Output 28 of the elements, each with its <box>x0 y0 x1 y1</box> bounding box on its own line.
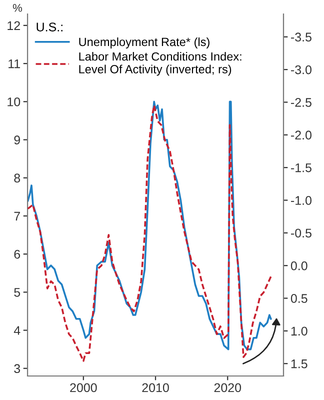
legend-label: Unemployment Rate* (ls) <box>79 37 210 48</box>
legend-title: U.S.: <box>36 22 62 32</box>
y2-tick-label: -1.0 <box>291 196 312 205</box>
y-axis-title: % <box>12 4 22 12</box>
y-tick-label: 9 <box>14 136 20 144</box>
x-tick-label: 2010 <box>142 383 169 392</box>
y-tick-label: 3 <box>14 364 20 374</box>
y2-tick-label: -3.0 <box>291 65 312 74</box>
y2-tick-label: 0.5 <box>290 294 308 303</box>
x-tick-label: 2000 <box>70 383 97 392</box>
y-tick-label: 8 <box>14 174 20 183</box>
y-tick-label: 4 <box>14 326 20 335</box>
y2-tick-label: -2.5 <box>291 98 312 107</box>
y2-tick-label: -0.5 <box>291 228 312 238</box>
legend-label: Labor Market Conditions Index: Level Of Activity (inverted; rs) <box>79 52 242 76</box>
y2-tick-label: 0.0 <box>290 261 308 270</box>
x-tick-label: 2020 <box>214 383 242 392</box>
y-tick-label: 12 <box>8 21 20 30</box>
y2-tick-label: 1.5 <box>291 360 308 368</box>
y-tick-label: 7 <box>14 212 20 220</box>
y2-tick-label: -1.5 <box>291 163 312 172</box>
y2-tick-label: -3.5 <box>291 32 312 42</box>
y2-tick-label: 1.0 <box>291 326 308 336</box>
y2-tick-label: -2.0 <box>291 130 312 140</box>
y-tick-label: 6 <box>14 250 20 259</box>
y-tick-label: 11 <box>8 59 20 68</box>
y-tick-label: 10 <box>8 97 20 106</box>
y-tick-label: 5 <box>14 288 20 297</box>
